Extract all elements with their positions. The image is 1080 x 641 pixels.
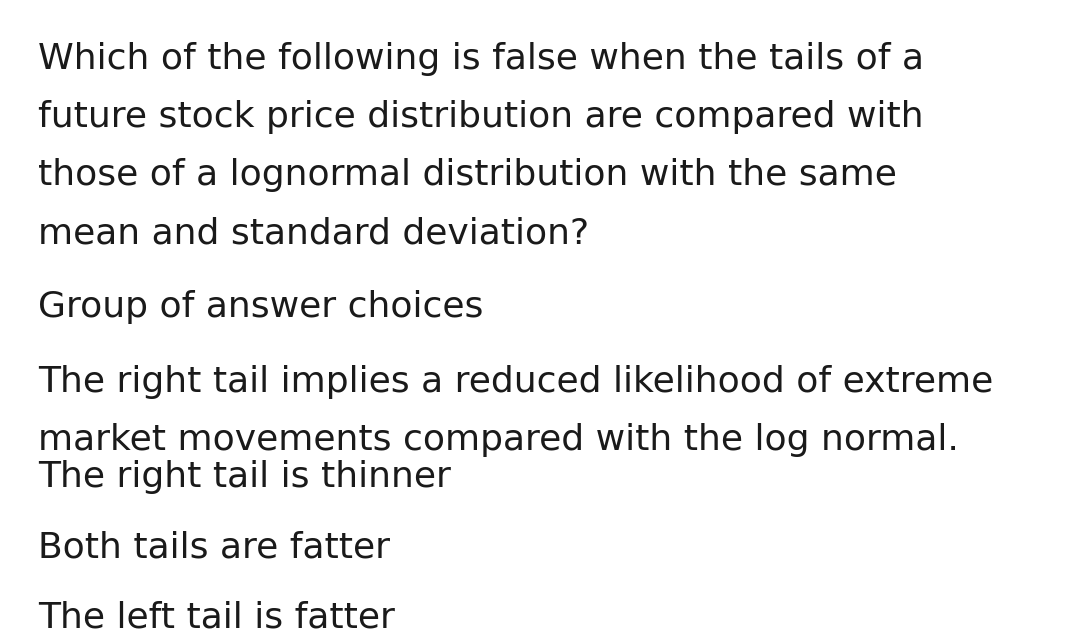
Text: mean and standard deviation?: mean and standard deviation? [38, 216, 589, 250]
Text: future stock price distribution are compared with: future stock price distribution are comp… [38, 100, 923, 134]
Text: Both tails are fatter: Both tails are fatter [38, 530, 390, 564]
Text: Which of the following is false when the tails of a: Which of the following is false when the… [38, 42, 924, 76]
Text: those of a lognormal distribution with the same: those of a lognormal distribution with t… [38, 158, 896, 192]
Text: The right tail is thinner: The right tail is thinner [38, 460, 450, 494]
Text: The right tail implies a reduced likelihood of extreme: The right tail implies a reduced likelih… [38, 365, 994, 399]
Text: The left tail is fatter: The left tail is fatter [38, 600, 395, 634]
Text: Group of answer choices: Group of answer choices [38, 290, 484, 324]
Text: market movements compared with the log normal.: market movements compared with the log n… [38, 423, 959, 457]
